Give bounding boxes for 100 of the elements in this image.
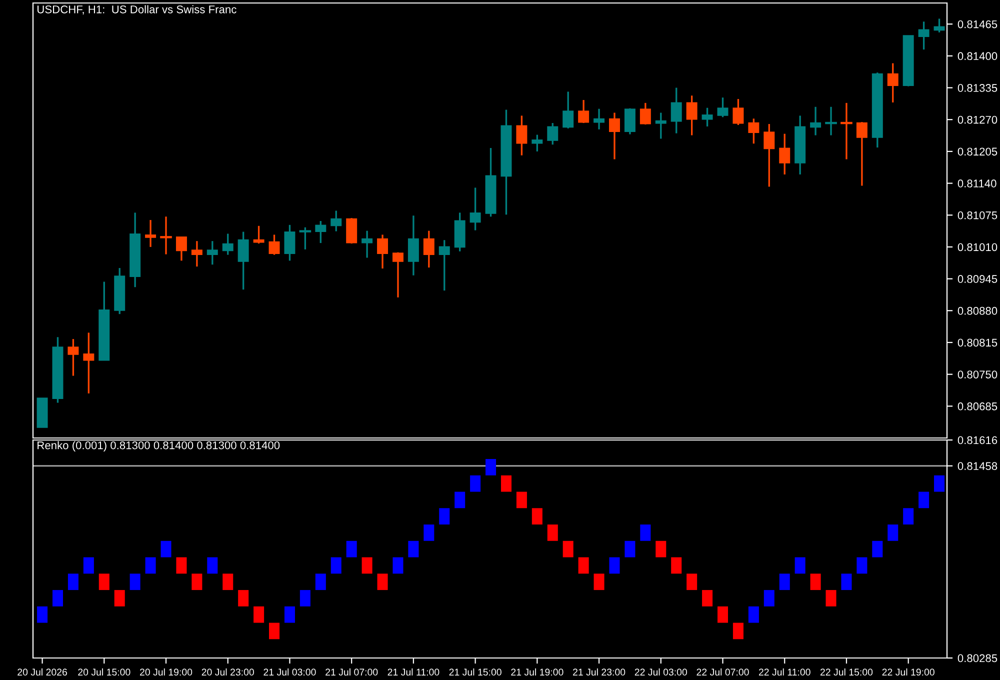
candlestick <box>856 121 868 187</box>
y-tick-label: 0.81270 <box>958 116 998 124</box>
y-tick-label: 0.81616 <box>958 436 998 444</box>
y-tick-label: 0.80685 <box>958 402 998 410</box>
candlestick <box>748 118 760 144</box>
candlestick <box>160 216 172 256</box>
bar <box>486 459 496 476</box>
y-tick-label: 0.81335 <box>958 84 998 92</box>
bar <box>903 508 914 525</box>
bar <box>98 574 110 590</box>
x-tick-label: 22 Jul 19:00 <box>882 668 934 676</box>
candlestick <box>438 239 450 292</box>
bar <box>284 606 295 623</box>
x-tick-label: 21 Jul 19:00 <box>511 668 564 676</box>
y-tick-label: 0.81400 <box>958 52 998 60</box>
bar <box>748 606 759 623</box>
bar <box>330 557 342 574</box>
candlestick <box>887 62 898 104</box>
bar <box>516 492 527 508</box>
y-tick-label: 0.81075 <box>958 211 998 220</box>
bar <box>810 574 821 590</box>
bar <box>702 590 713 606</box>
bar <box>424 524 434 541</box>
x-tick-label: 21 Jul 15:00 <box>449 668 502 676</box>
bar <box>856 557 868 574</box>
y-tick-label: 0.80880 <box>958 306 998 315</box>
candlestick <box>176 236 187 262</box>
y-tick-label: 0.80750 <box>958 370 998 378</box>
x-tick-label: 20 Jul 15:00 <box>78 668 130 676</box>
candlestick <box>810 106 822 136</box>
bar <box>176 557 187 574</box>
bar <box>254 606 264 623</box>
candlestick <box>330 210 342 232</box>
bar <box>68 574 78 590</box>
x-tick-label: 22 Jul 15:00 <box>820 668 873 676</box>
candlestick <box>655 112 666 140</box>
x-tick-label: 22 Jul 07:00 <box>696 668 749 676</box>
candlestick <box>284 224 296 262</box>
bar <box>732 622 744 640</box>
candlestick <box>640 102 651 126</box>
bar <box>872 540 883 558</box>
y-tick-label: 0.81140 <box>958 180 996 188</box>
chart-title: Renko (0.001) 0.81300 0.81400 0.81300 0.81400 <box>38 441 280 452</box>
x-tick-label: 20 Jul 19:00 <box>140 668 192 676</box>
candlestick <box>206 240 218 266</box>
bar <box>594 574 604 590</box>
bar <box>192 574 202 590</box>
candlestick <box>764 123 775 188</box>
candlestick <box>238 230 249 290</box>
candlestick <box>516 114 528 156</box>
candlestick <box>532 134 543 152</box>
candlestick <box>346 217 358 244</box>
candlestick <box>609 112 620 160</box>
bar <box>918 492 930 508</box>
y-tick-label: 0.80285 <box>958 654 998 662</box>
candlestick <box>624 107 636 136</box>
bar <box>269 622 280 640</box>
bar <box>888 524 898 541</box>
bar <box>222 574 234 590</box>
y-tick-label: 0.80945 <box>958 275 998 283</box>
y-tick-label: 0.81458 <box>958 462 998 470</box>
candlestick <box>594 108 605 130</box>
candlestick <box>732 98 744 126</box>
bar <box>300 590 310 606</box>
candlestick <box>191 240 202 268</box>
x-tick-label: 22 Jul 11:00 <box>758 668 810 676</box>
candlestick <box>299 226 312 250</box>
candlestick <box>392 252 404 298</box>
x-tick-label: 20 Jul 23:00 <box>202 668 254 676</box>
bar <box>686 574 698 590</box>
bar <box>362 557 372 574</box>
x-tick-label: 20 Jul 2026 <box>18 668 67 676</box>
bar <box>779 574 790 590</box>
candlestick <box>315 220 326 244</box>
bar <box>826 590 836 606</box>
bar <box>562 540 574 558</box>
bar <box>764 590 774 606</box>
y-tick-label: 0.80815 <box>958 338 998 347</box>
bar <box>52 590 64 606</box>
y-tick-label: 0.81205 <box>958 148 998 156</box>
candlestick <box>779 132 790 176</box>
bar <box>377 574 388 590</box>
chart-title: USDCHF, H1: US Dollar vs Swiss Franc <box>38 5 236 15</box>
candlestick <box>934 18 945 34</box>
bar <box>470 475 481 492</box>
candlestick <box>423 230 434 268</box>
candlestick <box>268 234 280 256</box>
bar <box>346 540 357 558</box>
candlestick <box>825 106 837 136</box>
bar <box>392 557 404 574</box>
candlestick <box>377 234 388 270</box>
candlestick <box>253 225 264 244</box>
x-tick-label: 21 Jul 23:00 <box>573 668 626 676</box>
candlestick <box>840 102 852 160</box>
bar <box>408 540 419 558</box>
bar <box>640 524 651 541</box>
candlestick <box>547 122 558 146</box>
bar <box>454 492 466 508</box>
y-tick-label: 0.81465 <box>958 20 998 28</box>
bar <box>671 557 682 574</box>
